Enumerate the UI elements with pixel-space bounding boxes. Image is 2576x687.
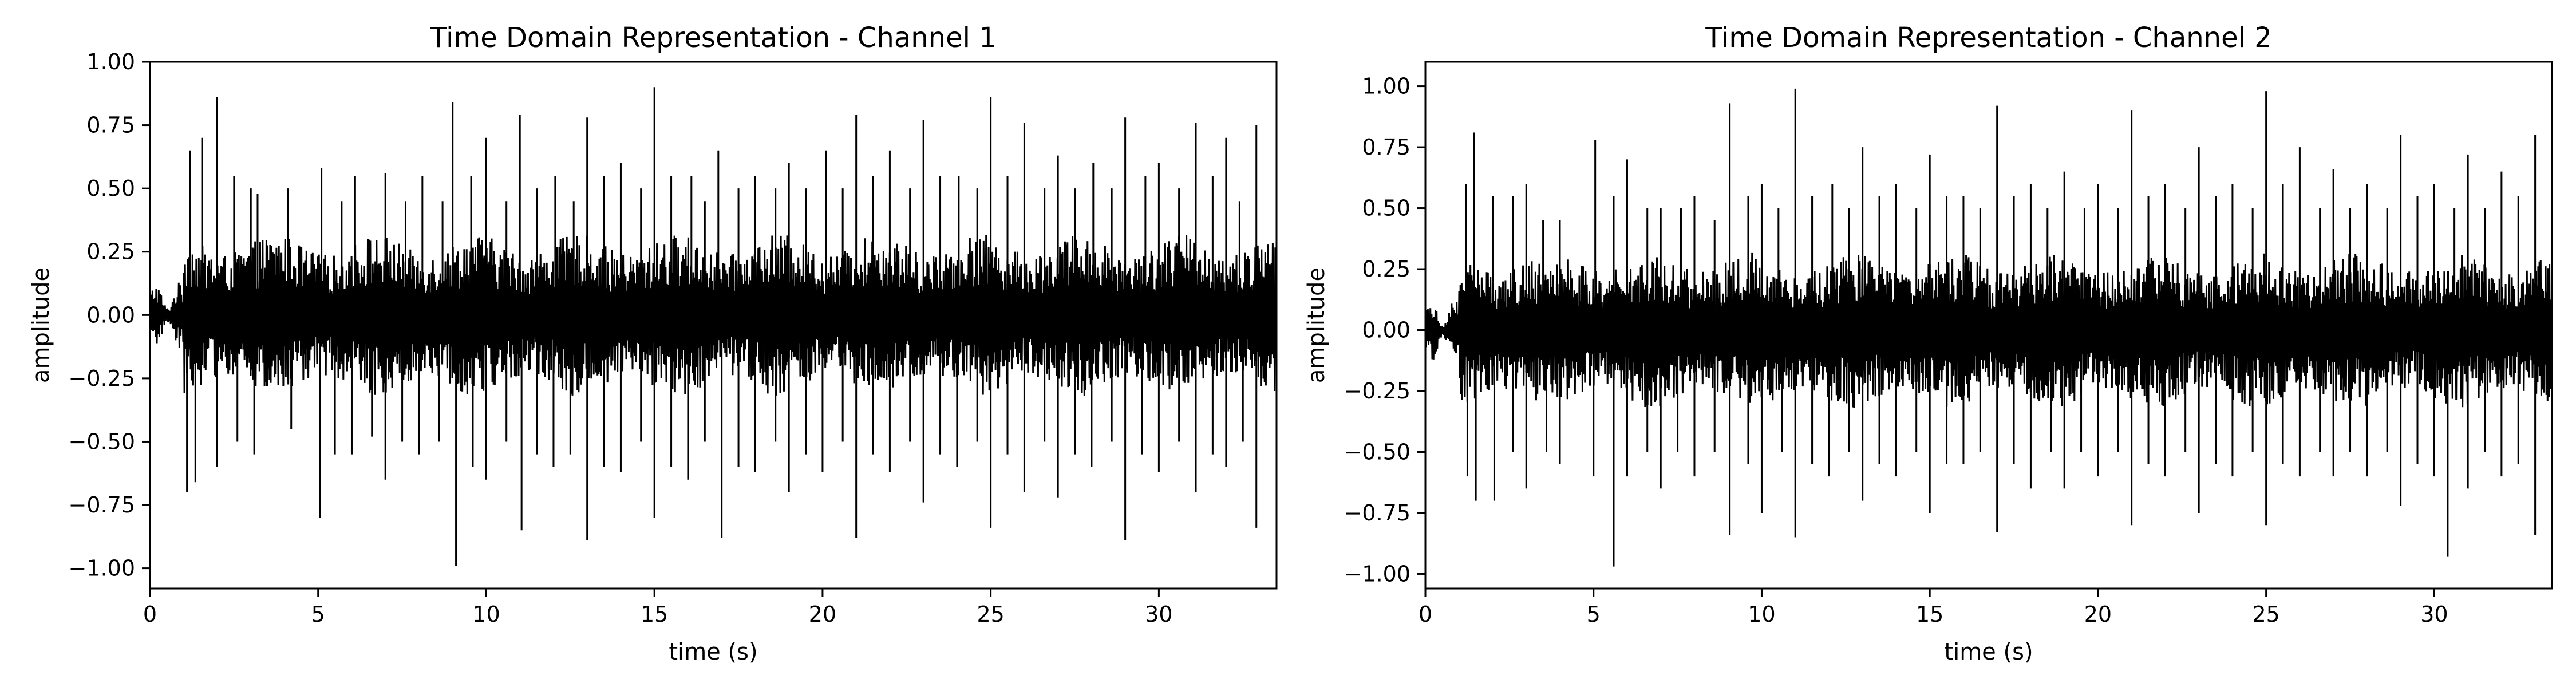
x-tick-label: 5 <box>1587 602 1601 627</box>
y-tick-label: −0.25 <box>69 366 135 391</box>
y-tick-label: 0.25 <box>1362 256 1411 282</box>
x-tick-label: 30 <box>1145 602 1172 627</box>
y-tick-label: −0.75 <box>69 492 135 518</box>
x-tick-label: 20 <box>2084 602 2112 627</box>
waveform-series <box>1424 88 2553 567</box>
y-tick-label: 1.00 <box>86 49 135 74</box>
x-tick-label: 0 <box>143 602 157 627</box>
x-tick-label: 30 <box>2420 602 2448 627</box>
y-tick-label: 0.75 <box>86 113 135 138</box>
waveform-line <box>149 235 1278 396</box>
y-tick-label: 0.50 <box>1362 196 1411 221</box>
x-tick-label: 25 <box>977 602 1004 627</box>
plot-frame <box>1424 61 2553 590</box>
x-axis-label: time (s) <box>1944 639 2033 665</box>
chart-title: Time Domain Representation - Channel 1 <box>429 22 996 54</box>
x-tick-label: 15 <box>641 602 668 627</box>
y-axis-label: amplitude <box>28 267 54 383</box>
y-tick-label: −1.00 <box>1344 561 1411 586</box>
x-tick-label: 15 <box>1916 602 1943 627</box>
y-tick-label: −0.50 <box>1344 439 1411 464</box>
chart-channel-1: Time Domain Representation - Channel 1 t… <box>28 22 1278 665</box>
y-tick-label: 1.00 <box>1362 74 1411 99</box>
x-tick-label: 10 <box>1748 602 1775 627</box>
y-tick-label: 0.00 <box>1362 318 1411 343</box>
x-tick-label: 0 <box>1419 602 1432 627</box>
x-axis-label: time (s) <box>669 639 757 665</box>
plot-frame <box>149 61 1278 590</box>
y-tick-label: −0.25 <box>1344 378 1411 404</box>
y-tick-label: −1.00 <box>69 556 135 581</box>
chart-title: Time Domain Representation - Channel 2 <box>1705 22 2271 54</box>
y-tick-label: −0.50 <box>69 429 135 454</box>
y-tick-label: 0.50 <box>86 176 135 201</box>
y-tick-label: −0.75 <box>1344 500 1411 526</box>
waveform-series <box>149 87 1278 566</box>
chart-channel-2: Time Domain Representation - Channel 2 t… <box>1303 22 2553 665</box>
y-tick-label: 0.00 <box>86 302 135 327</box>
x-tick-label: 20 <box>809 602 836 627</box>
y-tick-label: 0.75 <box>1362 135 1411 160</box>
y-axis-label: amplitude <box>1303 267 1330 383</box>
y-tick-label: 0.25 <box>86 239 135 264</box>
x-tick-label: 25 <box>2252 602 2279 627</box>
axis-ticks: 0 5 10 15 20 25 30 −1.00 −0.75 −0.50 −0.25 0.00 0.25… <box>1344 74 2448 627</box>
x-tick-label: 10 <box>472 602 500 627</box>
x-tick-label: 5 <box>311 602 325 627</box>
axis-ticks: 0 5 10 15 20 25 30 −1.00 −0.75 −0.50 −0.25 0.00 0.25… <box>69 49 1173 627</box>
